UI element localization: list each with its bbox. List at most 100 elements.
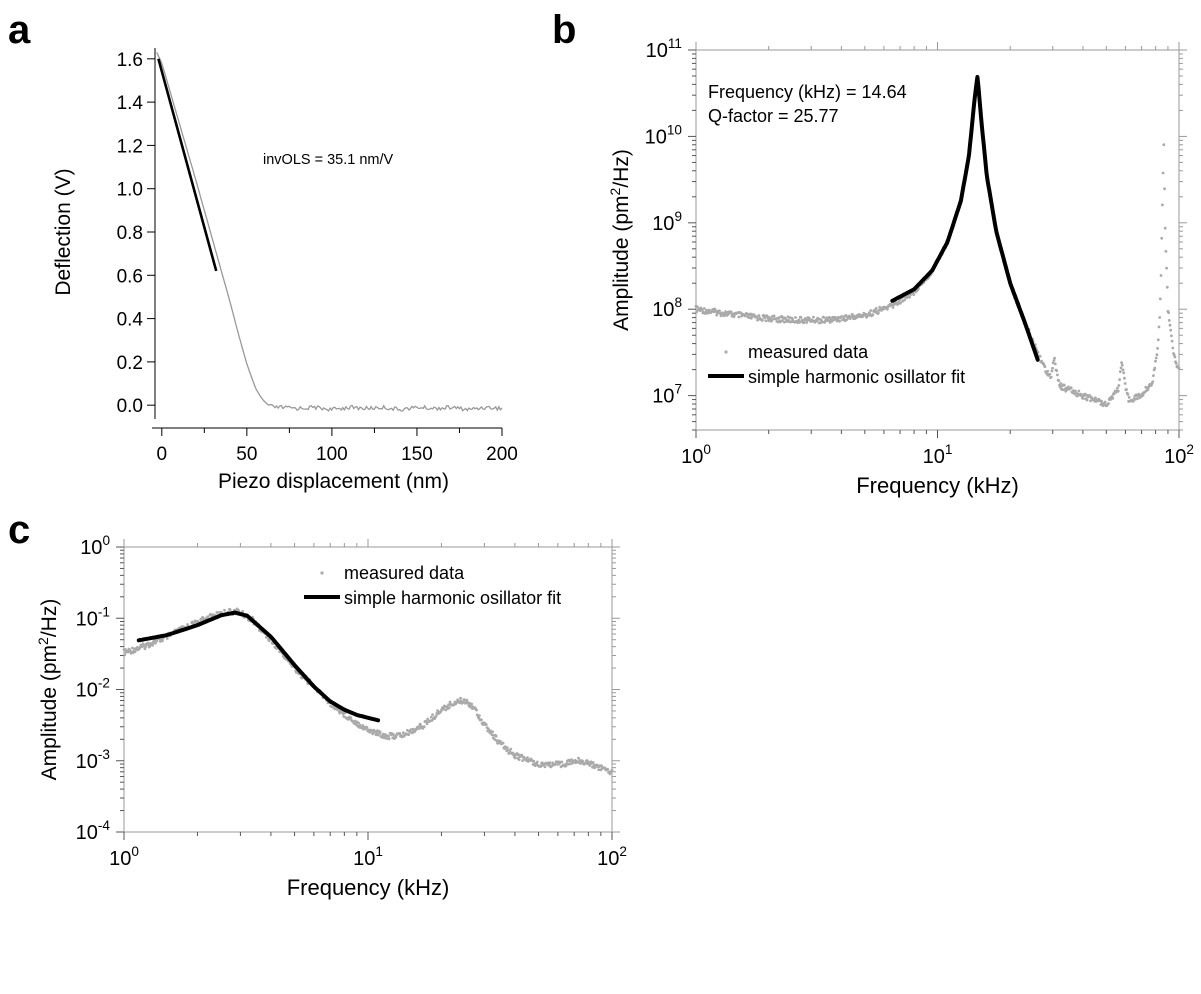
y-tick-label-b: 109 xyxy=(652,209,682,235)
measured-point xyxy=(1103,400,1107,404)
measured-point xyxy=(1123,376,1126,380)
measured-point xyxy=(828,321,832,324)
measured-point xyxy=(1055,369,1059,372)
measured-point xyxy=(165,637,169,640)
measured-point xyxy=(398,732,402,735)
measured-point xyxy=(1167,319,1171,322)
measured-point xyxy=(548,761,552,765)
chart-a: 0.0 0.2 0.4 0.6 0.8 1.0 1.2 1.4 1.6 0 50 100 150 200 P… xyxy=(52,48,518,493)
measured-point xyxy=(1061,388,1065,392)
measured-point xyxy=(375,731,379,735)
measured-point xyxy=(1147,386,1150,389)
x-tick-label-c: 101 xyxy=(353,844,383,870)
measured-point xyxy=(368,730,372,734)
measured-point xyxy=(812,315,815,319)
measured-point xyxy=(747,316,751,319)
measured-point xyxy=(600,764,603,768)
y-tick-label-c: 100 xyxy=(80,533,110,559)
measured-point xyxy=(591,761,595,764)
panel-label-c: c xyxy=(8,508,31,552)
measured-point xyxy=(155,639,159,643)
measured-point xyxy=(517,758,521,761)
measured-point xyxy=(1077,389,1081,393)
measured-point xyxy=(1161,171,1165,175)
measured-point xyxy=(863,312,867,316)
measured-point xyxy=(1067,385,1070,389)
measured-point xyxy=(1116,386,1119,390)
measured-point xyxy=(378,730,382,734)
measured-point xyxy=(696,305,699,309)
x-tick-label-a: 200 xyxy=(486,444,518,465)
y-tick-label-a: 1.2 xyxy=(117,136,143,157)
measured-point xyxy=(494,734,498,738)
measured-point xyxy=(1051,366,1054,370)
measured-point xyxy=(722,314,726,318)
measured-point xyxy=(217,611,221,614)
measured-point xyxy=(749,312,752,316)
measured-point xyxy=(539,765,543,768)
measured-point xyxy=(771,318,775,321)
measured-point xyxy=(477,716,481,720)
measured-point xyxy=(429,715,433,719)
measured-point xyxy=(606,768,610,771)
measured-point xyxy=(409,728,413,731)
measured-point xyxy=(1116,389,1120,393)
measured-point xyxy=(1152,374,1155,377)
measured-point xyxy=(1046,369,1050,373)
measured-point xyxy=(1157,325,1161,329)
measured-point xyxy=(152,639,156,642)
measured-point xyxy=(434,714,438,718)
measured-point xyxy=(342,715,346,718)
measured-point xyxy=(1156,347,1159,350)
measured-point xyxy=(1170,334,1173,338)
measured-point xyxy=(444,708,448,712)
measured-point xyxy=(1138,396,1141,400)
measured-point xyxy=(1121,368,1125,372)
y-axis-label-a: Deflection (V) xyxy=(52,168,75,295)
measured-point xyxy=(871,313,875,316)
y-axis-label-b: Amplitude (pm2/Hz) xyxy=(607,149,633,331)
measured-point xyxy=(760,319,764,322)
measured-point xyxy=(1057,379,1061,383)
measured-point xyxy=(570,762,574,765)
measured-point xyxy=(786,315,790,319)
x-tick-label-a: 50 xyxy=(236,444,257,465)
measured-point xyxy=(1161,203,1164,207)
measured-point xyxy=(1038,354,1042,358)
measured-point xyxy=(1118,378,1121,381)
measured-point xyxy=(714,310,718,313)
panel-label-b: b xyxy=(552,8,577,52)
measured-point xyxy=(899,301,902,305)
measured-point xyxy=(1167,311,1170,314)
measured-point xyxy=(869,309,873,312)
x-axis-label-a: Piezo displacement (nm) xyxy=(218,470,449,493)
measured-point xyxy=(1111,397,1115,400)
measured-point xyxy=(459,696,462,700)
y-tick-label-c: 10-1 xyxy=(76,604,110,630)
measured-point xyxy=(830,319,834,323)
measured-points-b xyxy=(694,78,1181,408)
measured-point xyxy=(475,708,478,712)
measured-point xyxy=(509,747,513,751)
x-tick-label-b: 102 xyxy=(1164,442,1194,468)
y-tick-label-a: 1.4 xyxy=(117,93,144,114)
measured-point xyxy=(463,699,467,702)
measured-point xyxy=(566,762,570,766)
measured-point xyxy=(1153,366,1157,370)
measured-point xyxy=(1100,399,1103,403)
measured-point xyxy=(349,716,353,720)
measured-point xyxy=(461,701,465,704)
measured-point xyxy=(718,311,722,315)
measured-point xyxy=(1168,323,1172,327)
measured-point xyxy=(702,307,706,310)
measured-point xyxy=(1120,361,1123,365)
measured-point xyxy=(729,310,733,314)
measured-point xyxy=(506,748,510,752)
measured-point xyxy=(406,728,409,732)
x-tick-label-a: 100 xyxy=(316,444,348,465)
measured-point xyxy=(425,722,429,726)
y-tick-label-a: 1.6 xyxy=(117,50,143,71)
measured-point xyxy=(417,727,421,730)
measured-point xyxy=(799,316,803,319)
y-tick-label-c: 10-3 xyxy=(76,747,110,773)
